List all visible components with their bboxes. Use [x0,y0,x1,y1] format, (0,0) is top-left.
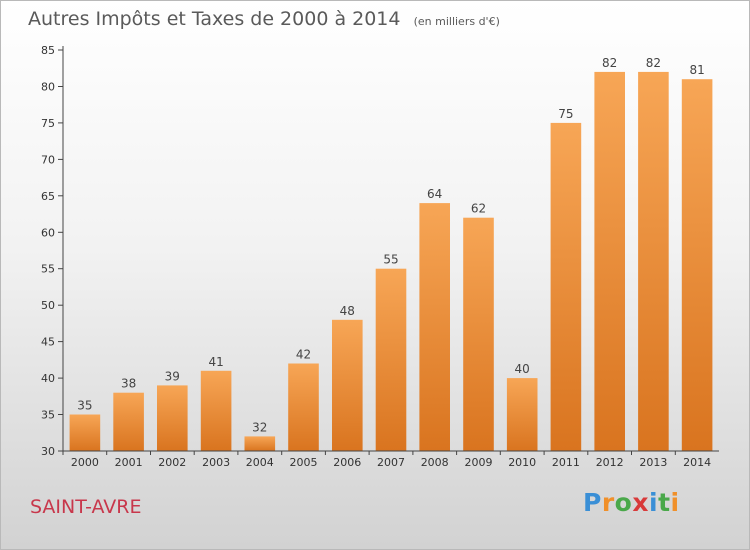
y-tick-label-65: 65 [41,190,55,203]
x-tick-label-2011: 2011 [552,456,580,469]
value-label-2000: 35 [77,399,92,413]
x-tick-label-2003: 2003 [202,456,230,469]
y-tick-label-35: 35 [41,409,55,422]
value-label-2003: 41 [208,355,223,369]
bar-2001 [113,392,144,451]
y-tick-label-60: 60 [41,226,55,239]
value-label-2010: 40 [515,362,530,376]
x-tick-label-2005: 2005 [290,456,318,469]
chart-title-line: Autres Impôts et Taxes de 2000 à 2014 (e… [28,8,500,30]
chart-unit: (en milliers d'€) [413,15,500,28]
y-tick-label-40: 40 [41,372,55,385]
x-tick-label-2001: 2001 [115,456,143,469]
x-tick-label-2002: 2002 [158,456,186,469]
logo-letter: i [649,488,659,517]
x-tick-label-2013: 2013 [639,456,667,469]
value-label-2012: 82 [602,56,617,70]
logo-letter: o [614,488,633,517]
commune-name: SAINT-AVRE [30,496,142,518]
bar-2014 [681,79,713,451]
y-tick-label-30: 30 [41,445,55,458]
x-tick-label-2009: 2009 [465,456,493,469]
bar-2003 [200,370,232,451]
x-tick-label-2006: 2006 [333,456,361,469]
chart-title: Autres Impôts et Taxes de 2000 à 2014 [28,8,401,30]
x-tick-label-2012: 2012 [596,456,624,469]
bar-2009 [463,217,494,451]
y-tick-label-55: 55 [41,263,55,276]
value-label-2006: 48 [340,304,355,318]
proxiti-logo: Proxiti [583,488,680,517]
logo-letter: t [658,488,671,517]
value-label-2013: 82 [646,56,661,70]
value-label-2011: 75 [558,107,573,121]
bars-layer [69,71,713,452]
x-tick-label-2000: 2000 [71,456,99,469]
logo-letter: r [601,488,615,517]
value-label-2004: 32 [252,420,267,434]
labels-layer: 35 2000 38 2001 39 2002 41 2003 32 2004 42 2005 48 20… [41,44,711,469]
bar-2005 [288,363,319,451]
y-tick-label-50: 50 [41,299,55,312]
axes-layer [58,46,719,455]
y-tick-label-85: 85 [41,44,55,57]
logo-letter: P [583,488,602,517]
bar-2013 [638,71,669,452]
bar-2011 [550,122,582,452]
bar-2008 [419,203,450,451]
value-label-2001: 38 [121,377,136,391]
bar-2002 [157,385,188,451]
value-label-2008: 64 [427,187,442,201]
bar-2006 [332,319,363,451]
y-tick-label-70: 70 [41,153,55,166]
x-tick-label-2004: 2004 [246,456,274,469]
value-label-2002: 39 [165,369,180,383]
bar-2010 [506,378,538,451]
bar-2012 [594,71,625,452]
bar-2000 [69,414,101,451]
x-tick-label-2014: 2014 [683,456,711,469]
y-tick-label-75: 75 [41,117,55,130]
value-label-2009: 62 [471,202,486,216]
bar-2007 [375,268,407,451]
y-tick-label-45: 45 [41,336,55,349]
logo-letter: i [670,488,680,517]
x-tick-label-2010: 2010 [508,456,536,469]
x-tick-label-2008: 2008 [421,456,449,469]
logo-letter: x [632,488,649,517]
x-tick-label-2007: 2007 [377,456,405,469]
value-label-2007: 55 [383,253,398,267]
value-label-2014: 81 [689,63,704,77]
bar-2004 [244,436,276,451]
value-label-2005: 42 [296,348,311,362]
y-tick-label-80: 80 [41,81,55,94]
